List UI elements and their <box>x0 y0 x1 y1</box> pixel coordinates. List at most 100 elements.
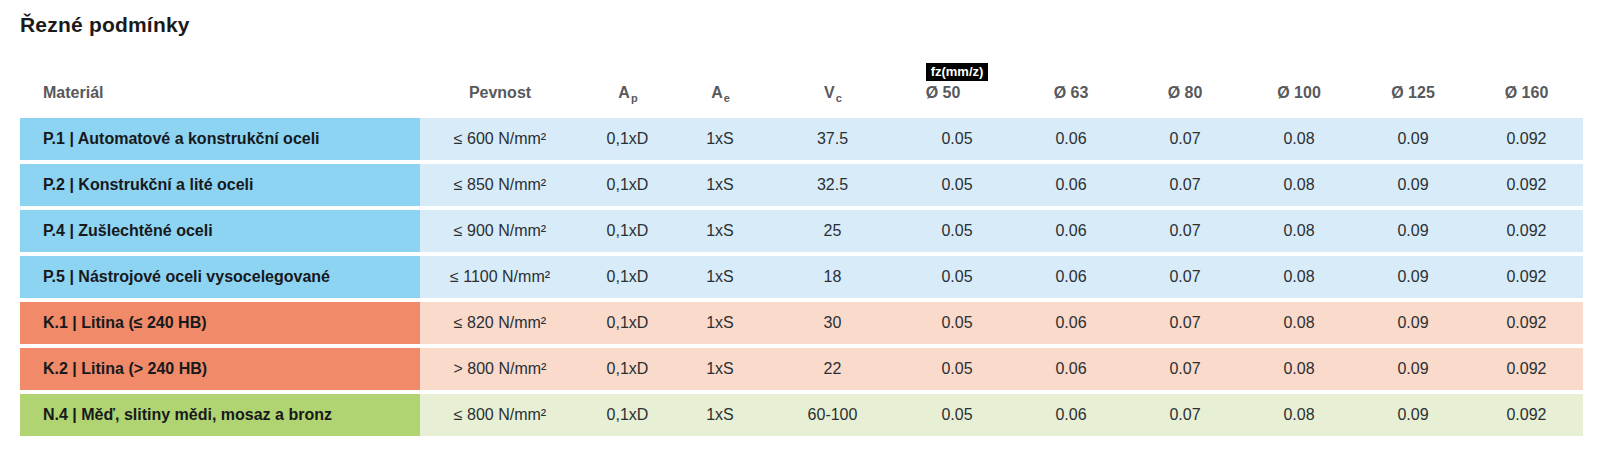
fz-cell: 0.08 <box>1242 210 1356 252</box>
pevnost-cell: ≤ 600 N/mm² <box>420 118 580 160</box>
page-title: Řezné podmínky <box>20 12 1601 38</box>
fz-cell: 0.08 <box>1242 394 1356 436</box>
col-header-d125: Ø 125 <box>1356 62 1470 114</box>
vc-cell: 32.5 <box>765 164 900 206</box>
fz-cell: 0.07 <box>1128 394 1242 436</box>
vc-cell: 25 <box>765 210 900 252</box>
table-body: P.1 | Automatové a konstrukční oceli≤ 60… <box>20 118 1583 436</box>
fz-cell: 0.06 <box>1014 256 1128 298</box>
ap-cell: 0,1xD <box>580 210 675 252</box>
fz-unit-badge: fz(mm/z) <box>926 63 989 81</box>
ap-subscript: p <box>631 92 638 104</box>
table-row: N.4 | Měď, slitiny mědi, mosaz a bronz≤ … <box>20 394 1583 436</box>
vc-subscript: c <box>836 92 842 104</box>
fz-cell: 0.09 <box>1356 302 1470 344</box>
fz-cell: 0.08 <box>1242 118 1356 160</box>
ap-cell: 0,1xD <box>580 302 675 344</box>
fz-cell: 0.05 <box>900 302 1014 344</box>
material-cell: P.2 | Konstrukční a lité oceli <box>20 164 420 206</box>
vc-cell: 18 <box>765 256 900 298</box>
fz-cell: 0.092 <box>1470 394 1583 436</box>
fz-cell: 0.05 <box>900 210 1014 252</box>
ae-cell: 1xS <box>675 302 765 344</box>
fz-cell: 0.05 <box>900 164 1014 206</box>
col-header-material: Materiál <box>20 62 420 114</box>
pevnost-cell: ≤ 820 N/mm² <box>420 302 580 344</box>
fz-cell: 0.06 <box>1014 210 1128 252</box>
col-header-d80: Ø 80 <box>1128 62 1242 114</box>
material-cell: P.4 | Zušlechtěné oceli <box>20 210 420 252</box>
col-header-d63: Ø 63 <box>1014 62 1128 114</box>
col-header-d160: Ø 160 <box>1470 62 1583 114</box>
fz-cell: 0.09 <box>1356 118 1470 160</box>
fz-cell: 0.08 <box>1242 256 1356 298</box>
ap-cell: 0,1xD <box>580 394 675 436</box>
fz-cell: 0.07 <box>1128 164 1242 206</box>
fz-cell: 0.092 <box>1470 164 1583 206</box>
ae-cell: 1xS <box>675 394 765 436</box>
fz-cell: 0.05 <box>900 118 1014 160</box>
cutting-conditions-table-wrap: Materiál Pevnost Ap Ae Vc fz(mm/z) Ø 50 … <box>20 58 1583 440</box>
col-header-ae: Ae <box>675 62 765 114</box>
material-cell: K.2 | Litina (> 240 HB) <box>20 348 420 390</box>
ae-cell: 1xS <box>675 164 765 206</box>
ae-cell: 1xS <box>675 210 765 252</box>
fz-cell: 0.06 <box>1014 118 1128 160</box>
ap-cell: 0,1xD <box>580 348 675 390</box>
table-row: P.1 | Automatové a konstrukční oceli≤ 60… <box>20 118 1583 160</box>
fz-cell: 0.09 <box>1356 256 1470 298</box>
ae-cell: 1xS <box>675 256 765 298</box>
table-row: P.2 | Konstrukční a lité oceli≤ 850 N/mm… <box>20 164 1583 206</box>
d50-label: Ø 50 <box>926 84 961 102</box>
table-row: P.5 | Nástrojové oceli vysocelegované≤ 1… <box>20 256 1583 298</box>
material-cell: P.1 | Automatové a konstrukční oceli <box>20 118 420 160</box>
material-cell: K.1 | Litina (≤ 240 HB) <box>20 302 420 344</box>
fz-cell: 0.06 <box>1014 394 1128 436</box>
col-header-vc: Vc <box>765 62 900 114</box>
fz-cell: 0.09 <box>1356 164 1470 206</box>
fz-cell: 0.07 <box>1128 348 1242 390</box>
col-header-d50: fz(mm/z) Ø 50 <box>900 62 1014 114</box>
vc-cell: 60-100 <box>765 394 900 436</box>
d50-header-stack: fz(mm/z) Ø 50 <box>926 63 989 102</box>
fz-cell: 0.06 <box>1014 348 1128 390</box>
header-row: Materiál Pevnost Ap Ae Vc fz(mm/z) Ø 50 … <box>20 62 1583 114</box>
fz-cell: 0.07 <box>1128 302 1242 344</box>
pevnost-cell: ≤ 800 N/mm² <box>420 394 580 436</box>
pevnost-cell: ≤ 900 N/mm² <box>420 210 580 252</box>
fz-cell: 0.07 <box>1128 118 1242 160</box>
fz-cell: 0.05 <box>900 348 1014 390</box>
ae-symbol: A <box>711 84 723 101</box>
table-row: K.1 | Litina (≤ 240 HB)≤ 820 N/mm²0,1xD1… <box>20 302 1583 344</box>
material-cell: P.5 | Nástrojové oceli vysocelegované <box>20 256 420 298</box>
vc-cell: 30 <box>765 302 900 344</box>
fz-cell: 0.05 <box>900 256 1014 298</box>
table-header: Materiál Pevnost Ap Ae Vc fz(mm/z) Ø 50 … <box>20 62 1583 114</box>
page: Řezné podmínky Materiál Pevnost Ap Ae Vc <box>0 12 1601 440</box>
fz-cell: 0.07 <box>1128 256 1242 298</box>
ap-cell: 0,1xD <box>580 256 675 298</box>
fz-cell: 0.092 <box>1470 348 1583 390</box>
fz-cell: 0.05 <box>900 394 1014 436</box>
fz-cell: 0.06 <box>1014 302 1128 344</box>
fz-cell: 0.092 <box>1470 256 1583 298</box>
vc-cell: 37.5 <box>765 118 900 160</box>
ae-subscript: e <box>724 92 730 104</box>
col-header-pevnost: Pevnost <box>420 62 580 114</box>
ap-cell: 0,1xD <box>580 164 675 206</box>
fz-cell: 0.092 <box>1470 302 1583 344</box>
cutting-conditions-table: Materiál Pevnost Ap Ae Vc fz(mm/z) Ø 50 … <box>20 58 1583 440</box>
fz-cell: 0.07 <box>1128 210 1242 252</box>
ae-cell: 1xS <box>675 348 765 390</box>
fz-cell: 0.09 <box>1356 394 1470 436</box>
fz-cell: 0.08 <box>1242 164 1356 206</box>
pevnost-cell: ≤ 850 N/mm² <box>420 164 580 206</box>
fz-cell: 0.09 <box>1356 348 1470 390</box>
pevnost-cell: > 800 N/mm² <box>420 348 580 390</box>
pevnost-cell: ≤ 1100 N/mm² <box>420 256 580 298</box>
fz-cell: 0.06 <box>1014 164 1128 206</box>
fz-cell: 0.08 <box>1242 302 1356 344</box>
vc-cell: 22 <box>765 348 900 390</box>
ap-symbol: A <box>618 84 630 101</box>
col-header-ap: Ap <box>580 62 675 114</box>
